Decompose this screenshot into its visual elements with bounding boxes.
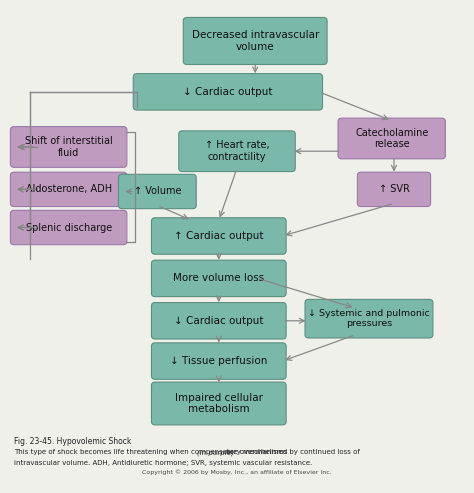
Text: ↑ Volume: ↑ Volume xyxy=(134,186,181,197)
Text: Impaired cellular
metabolism: Impaired cellular metabolism xyxy=(175,392,263,414)
FancyBboxPatch shape xyxy=(338,118,446,159)
FancyBboxPatch shape xyxy=(179,131,295,172)
Text: intravascular volume. ADH, Antidiuretic hormone; SVR, systemic vascular resistan: intravascular volume. ADH, Antidiuretic … xyxy=(14,460,312,466)
Text: This type of shock becomes life threatening when compensatory mechanisms: This type of shock becomes life threaten… xyxy=(14,449,290,455)
FancyBboxPatch shape xyxy=(152,260,286,297)
Text: More volume loss: More volume loss xyxy=(173,274,264,283)
FancyBboxPatch shape xyxy=(10,127,127,167)
Text: Copyright © 2006 by Mosby, Inc., an affiliate of Elsevier Inc.: Copyright © 2006 by Mosby, Inc., an affi… xyxy=(142,469,332,475)
Text: Decreased intravascular
volume: Decreased intravascular volume xyxy=(191,30,319,52)
FancyBboxPatch shape xyxy=(152,303,286,339)
Text: ↑ Heart rate,
contractility: ↑ Heart rate, contractility xyxy=(205,141,269,162)
Text: (in purple): (in purple) xyxy=(197,449,234,456)
FancyBboxPatch shape xyxy=(118,175,196,209)
Text: Catecholamine
release: Catecholamine release xyxy=(355,128,428,149)
Text: Fig. 23-45. Hypovolemic Shock: Fig. 23-45. Hypovolemic Shock xyxy=(14,437,131,446)
Text: are overwhelmed by continued loss of: are overwhelmed by continued loss of xyxy=(224,449,360,455)
Text: ↓ Cardiac output: ↓ Cardiac output xyxy=(183,87,273,97)
FancyBboxPatch shape xyxy=(10,172,127,207)
FancyBboxPatch shape xyxy=(152,218,286,254)
Text: ↓ Cardiac output: ↓ Cardiac output xyxy=(174,316,264,326)
Text: Shift of interstitial
fluid: Shift of interstitial fluid xyxy=(25,136,112,158)
FancyBboxPatch shape xyxy=(183,17,327,65)
FancyBboxPatch shape xyxy=(357,172,430,207)
Text: Splenic discharge: Splenic discharge xyxy=(26,222,112,233)
FancyBboxPatch shape xyxy=(10,211,127,245)
Text: ↓ Systemic and pulmonic
pressures: ↓ Systemic and pulmonic pressures xyxy=(308,309,430,328)
Text: Aldosterone, ADH: Aldosterone, ADH xyxy=(26,184,112,194)
FancyBboxPatch shape xyxy=(133,73,322,110)
FancyBboxPatch shape xyxy=(152,382,286,425)
Text: ↓ Tissue perfusion: ↓ Tissue perfusion xyxy=(170,356,267,366)
FancyBboxPatch shape xyxy=(305,299,433,338)
Text: ↑ Cardiac output: ↑ Cardiac output xyxy=(174,231,264,241)
FancyBboxPatch shape xyxy=(152,343,286,379)
Text: ↑ SVR: ↑ SVR xyxy=(379,184,410,194)
